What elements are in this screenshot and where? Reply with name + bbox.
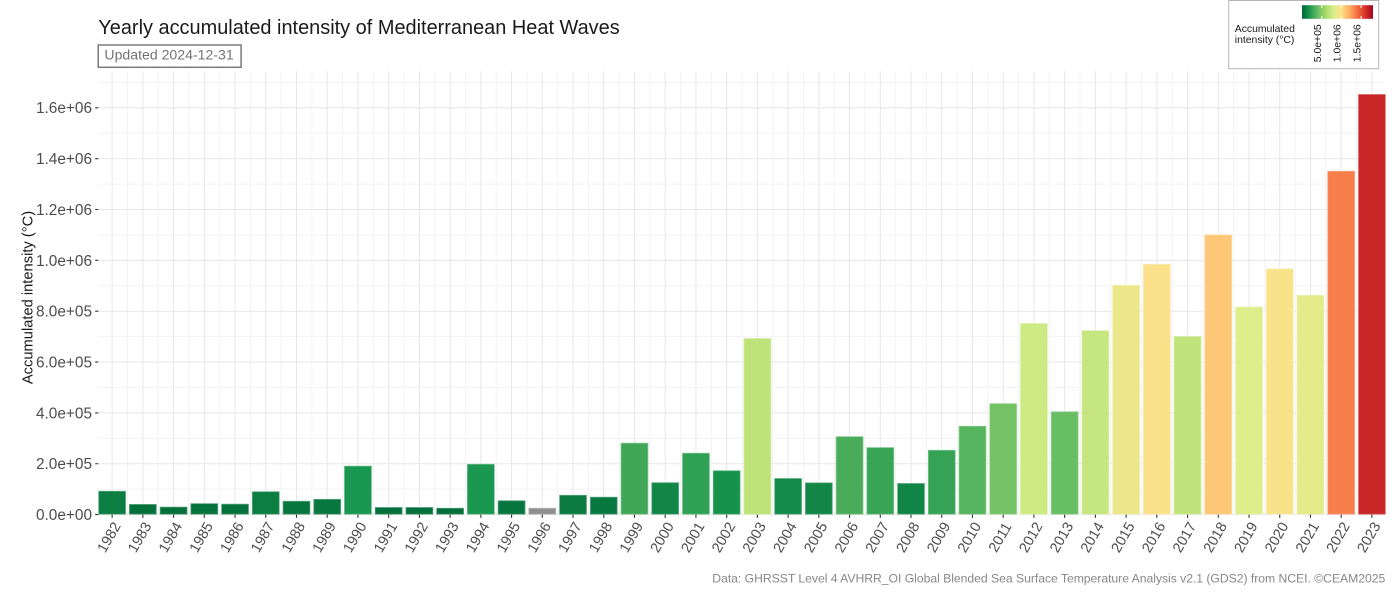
svg-text:1.0e+06: 1.0e+06 (1333, 24, 1344, 62)
svg-text:0.0e+00: 0.0e+00 (36, 507, 92, 524)
svg-text:Yearly accumulated intensity o: Yearly accumulated intensity of Mediterr… (98, 17, 619, 39)
svg-text:Accumulated intensity (°C): Accumulated intensity (°C) (21, 211, 37, 384)
svg-text:Data: GHRSST Level 4 AVHRR_OI: Data: GHRSST Level 4 AVHRR_OI Global Ble… (712, 572, 1385, 586)
svg-text:Updated 2024-12-31: Updated 2024-12-31 (104, 47, 233, 63)
svg-text:4.0e+05: 4.0e+05 (36, 405, 92, 422)
svg-text:8.0e+05: 8.0e+05 (36, 304, 92, 321)
svg-text:2.0e+05: 2.0e+05 (36, 456, 92, 473)
svg-text:1.4e+06: 1.4e+06 (36, 151, 92, 168)
svg-text:Accumulated: Accumulated (1235, 24, 1295, 35)
svg-text:1.5e+06: 1.5e+06 (1352, 24, 1363, 62)
svg-text:1.6e+06: 1.6e+06 (36, 100, 92, 117)
svg-text:5.0e+05: 5.0e+05 (1313, 24, 1324, 62)
svg-text:1.0e+06: 1.0e+06 (36, 253, 92, 270)
svg-text:1.2e+06: 1.2e+06 (36, 202, 92, 219)
svg-text:intensity (°C): intensity (°C) (1235, 35, 1295, 46)
svg-text:6.0e+05: 6.0e+05 (36, 354, 92, 371)
